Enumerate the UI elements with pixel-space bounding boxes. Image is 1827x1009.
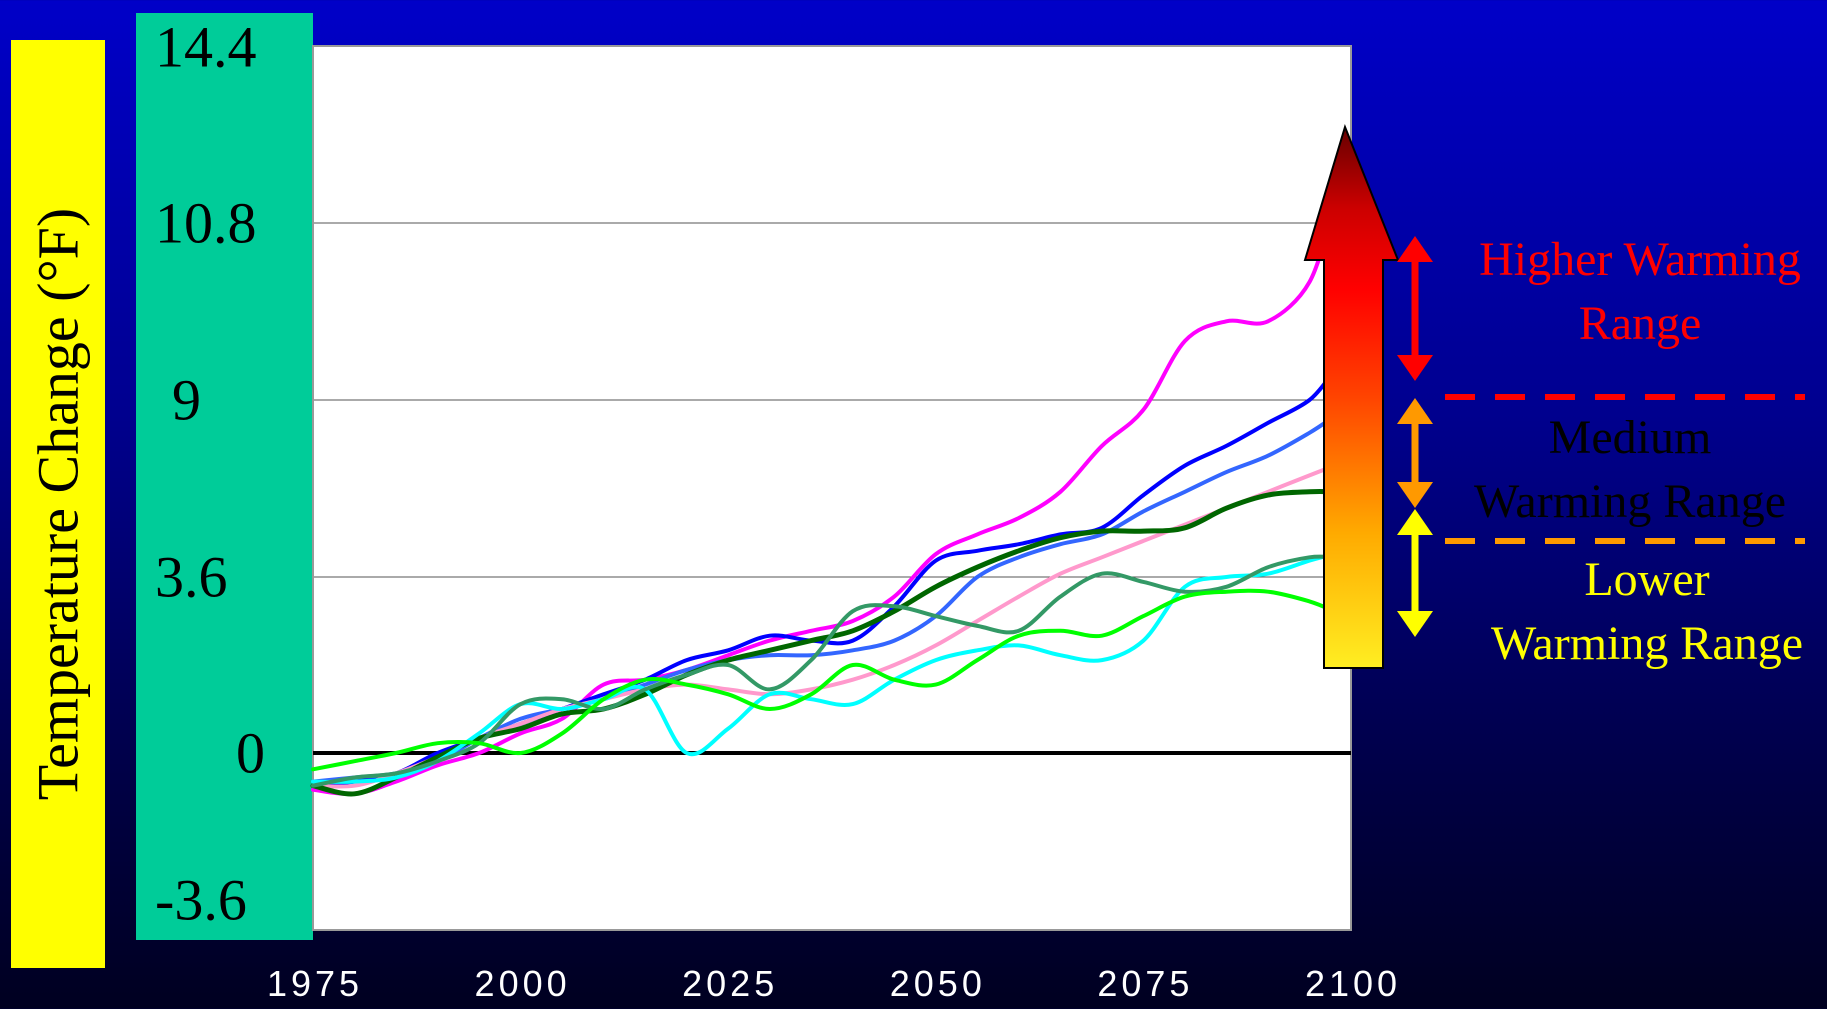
higher-range-label: Higher Warming Range (1460, 228, 1820, 356)
y-tick-label: 14.4 (155, 14, 257, 80)
range-arrow-head-down (1397, 355, 1433, 381)
warming-gradient-arrow (1303, 123, 1400, 669)
plot-area (313, 46, 1351, 930)
x-tick-label: 2075 (1097, 963, 1194, 1004)
higher-range-arrow (1397, 236, 1433, 381)
lower-range-line1: Lower (1584, 553, 1710, 606)
y-tick-label: 9 (172, 367, 201, 433)
y-tick-label: 0 (236, 720, 265, 786)
medium-range-arrow (1397, 398, 1433, 508)
higher-range-line1: Higher Warming (1479, 233, 1801, 286)
y-tick-label: 10.8 (155, 190, 257, 256)
range-arrow-head-up (1397, 398, 1433, 424)
range-arrow-head-down (1397, 482, 1433, 508)
medium-range-line2: Warming Range (1473, 475, 1787, 528)
y-tick-label: 3.6 (155, 544, 228, 610)
lower-range-arrow (1397, 509, 1433, 637)
lower-range-line2: Warming Range (1490, 617, 1804, 670)
series-line-blue (311, 368, 1337, 788)
x-tick-label: 1975 (266, 963, 364, 1004)
range-arrow-head-up (1397, 236, 1433, 262)
medium-range-line1: Medium (1548, 411, 1712, 464)
series-line-teal (311, 554, 1337, 788)
x-tick-label: 2025 (682, 963, 779, 1004)
y-tick-label: -3.6 (155, 867, 247, 933)
higher-range-line2: Range (1578, 297, 1702, 350)
series-line-green (311, 588, 1337, 772)
x-tick-label: 2000 (474, 963, 571, 1004)
series-line-pink (311, 463, 1337, 789)
x-tick-label: 2100 (1304, 963, 1402, 1004)
range-arrow-head-up (1397, 509, 1433, 535)
series-line-magenta (311, 201, 1337, 797)
y-tick-panel (136, 13, 313, 940)
y-axis-label-box (11, 40, 105, 968)
lower-range-label: Lower Warming Range (1462, 548, 1827, 676)
medium-range-label: Medium Warming Range (1445, 406, 1815, 534)
range-arrow-head-down (1397, 611, 1433, 637)
x-tick-label: 2050 (889, 963, 986, 1004)
